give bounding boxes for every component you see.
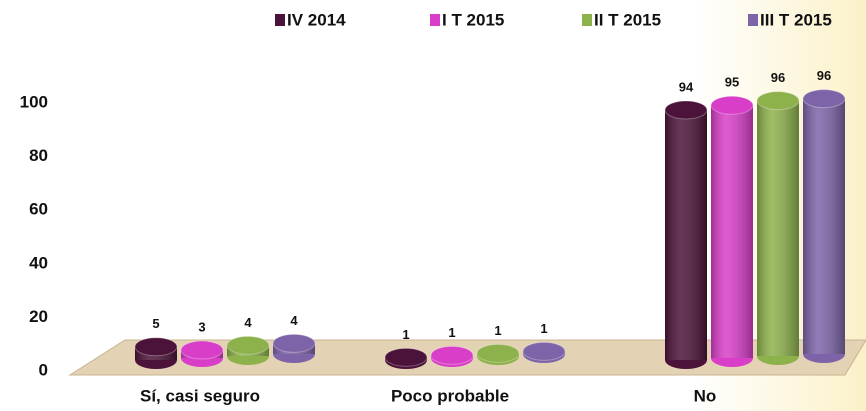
bar: [522, 341, 566, 363]
bar-top: [802, 89, 846, 109]
bar-shade: [803, 98, 845, 354]
bar: [384, 347, 428, 369]
bar-top: [272, 333, 316, 353]
x-tick-label: Sí, casi seguro: [140, 386, 260, 405]
x-tick-label: Poco probable: [391, 386, 509, 405]
bar: [664, 100, 708, 369]
data-label: 94: [679, 79, 694, 94]
bar-top: [134, 337, 178, 357]
y-tick-label: 80: [29, 146, 48, 165]
bar-shade: [711, 105, 753, 358]
bar-top: [226, 335, 270, 355]
bar: [134, 337, 178, 369]
data-label: 95: [725, 75, 739, 90]
bar-top: [710, 95, 754, 115]
data-label: 4: [290, 313, 298, 328]
legend-label: IV 2014: [287, 10, 346, 29]
legend-swatch: [582, 14, 592, 26]
bar: [756, 91, 800, 365]
bar: [180, 340, 224, 367]
bar-top: [476, 343, 520, 363]
bar-top: [430, 345, 474, 365]
legend-swatch: [430, 14, 440, 26]
bar-top: [522, 341, 566, 361]
bar: [226, 335, 270, 365]
data-label: 1: [448, 325, 455, 340]
bar: [710, 95, 754, 367]
bar-top: [664, 100, 708, 120]
bar: [272, 333, 316, 363]
bar-top: [180, 340, 224, 360]
data-label: 3: [198, 319, 205, 334]
data-label: 1: [494, 323, 501, 338]
bar: [430, 345, 474, 367]
bar: [802, 89, 846, 363]
bar-top: [756, 91, 800, 111]
data-label: 96: [771, 70, 785, 85]
legend-label: III T 2015: [760, 10, 832, 29]
x-tick-label: No: [694, 386, 717, 405]
data-label: 1: [402, 327, 409, 342]
data-label: 5: [152, 316, 159, 331]
y-tick-label: 0: [39, 360, 48, 379]
y-tick-label: 100: [20, 92, 48, 111]
bar-top: [384, 347, 428, 367]
bar-shade: [665, 109, 707, 361]
data-label: 4: [244, 315, 252, 330]
legend-swatch: [748, 14, 758, 26]
data-label: 96: [817, 68, 831, 83]
data-label: 1: [540, 321, 547, 336]
y-tick-label: 40: [29, 253, 48, 272]
legend-swatch: [275, 14, 285, 26]
legend-label: II T 2015: [594, 10, 661, 29]
bar: [476, 343, 520, 365]
y-tick-label: 60: [29, 200, 48, 219]
legend-label: I T 2015: [442, 10, 504, 29]
bar-shade: [757, 100, 799, 356]
y-tick-label: 20: [29, 307, 48, 326]
